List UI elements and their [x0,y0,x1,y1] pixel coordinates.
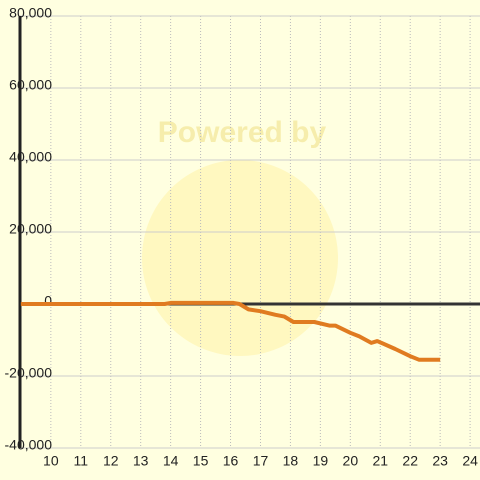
x-tick-label: 21 [372,453,388,469]
y-tick-label: 20,000 [9,221,52,237]
y-tick-label: 0 [44,293,52,309]
x-tick-label: 16 [223,453,239,469]
x-tick-label: 13 [133,453,149,469]
x-tick-label: 12 [103,453,119,469]
x-tick-label: 24 [462,453,478,469]
x-tick-label: 22 [402,453,418,469]
x-tick-label: 20 [343,453,359,469]
y-tick-label: 80,000 [9,5,52,21]
y-tick-label: -20,000 [5,365,53,381]
x-tick-label: 15 [193,453,209,469]
y-tick-label: 60,000 [9,77,52,93]
y-tick-label: 40,000 [9,149,52,165]
x-tick-label: 19 [313,453,329,469]
x-tick-label: 17 [253,453,269,469]
watermark: Powered by [158,116,327,149]
watermark-logo [142,160,338,356]
x-tick-label: 10 [43,453,59,469]
x-tick-label: 14 [163,453,179,469]
x-tick-label: 23 [432,453,448,469]
line [20,300,441,362]
y-tick-label: -40,000 [5,437,53,453]
x-tick-label: 18 [283,453,299,469]
x-tick-label: 11 [74,453,89,469]
